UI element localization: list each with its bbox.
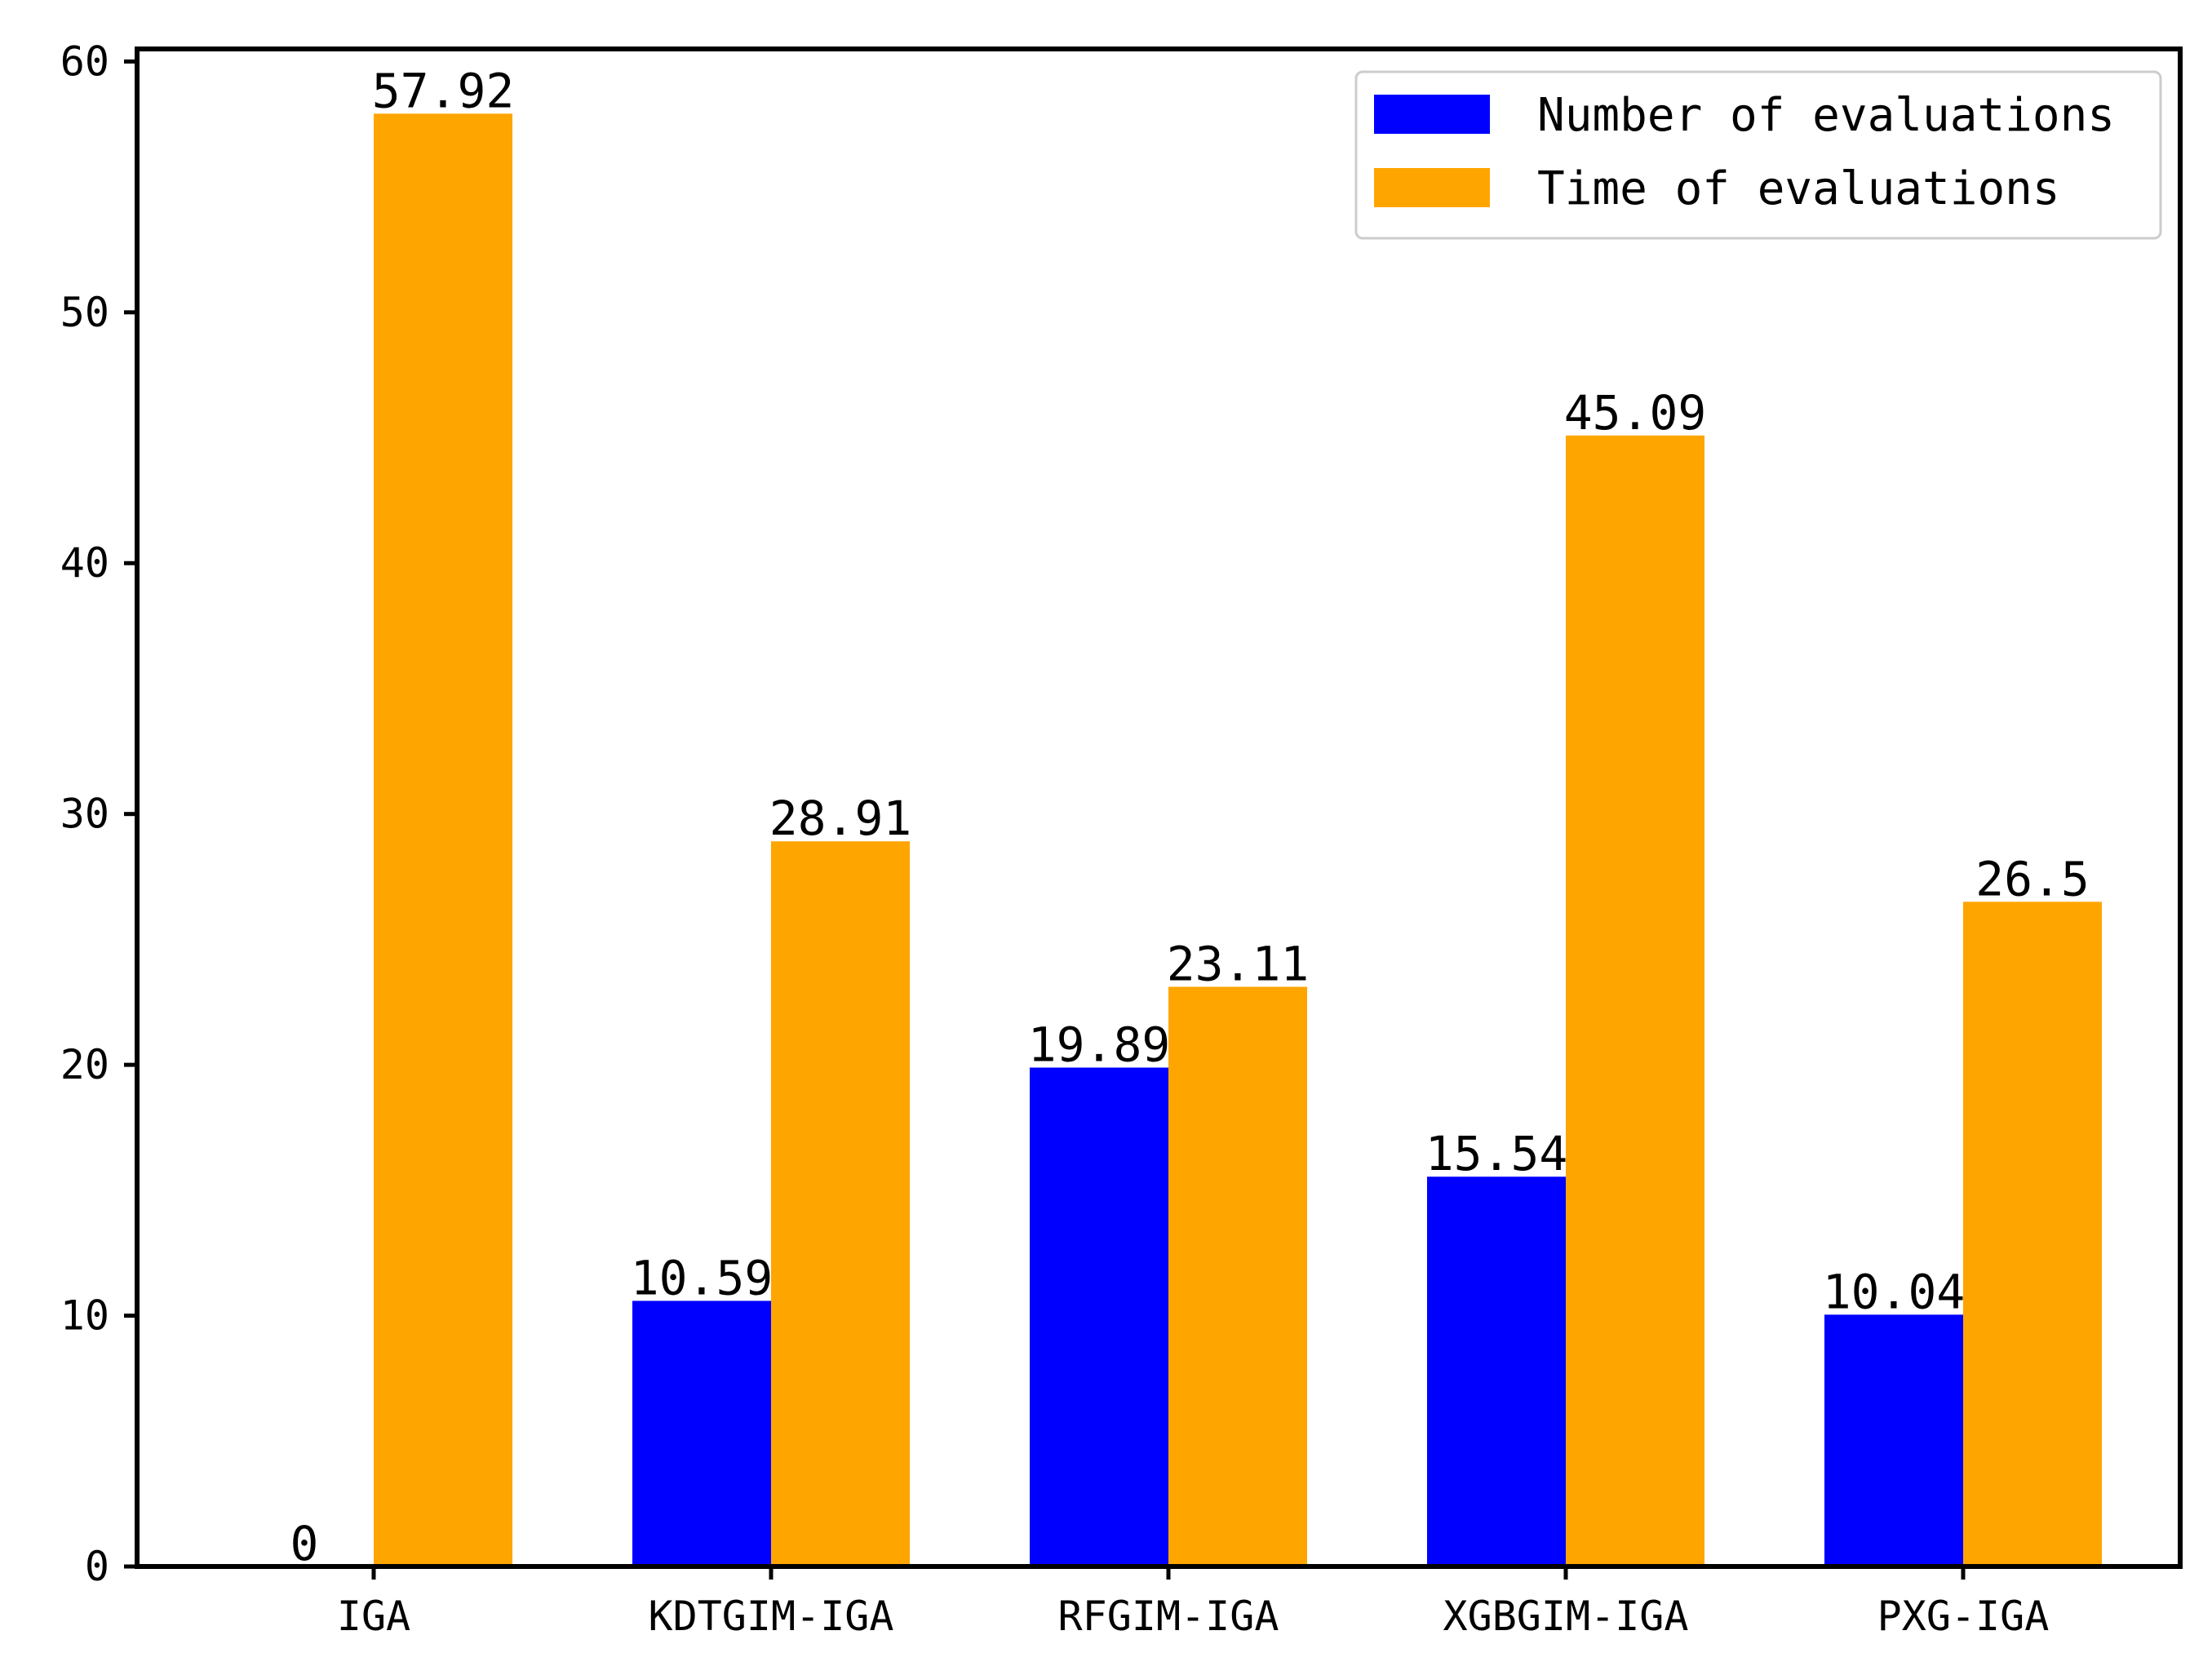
- legend-swatch-number-of-evaluations: [1374, 95, 1490, 134]
- x-tick-label-pxg-iga: PXG-IGA: [1877, 1593, 2050, 1640]
- data-label-time-of-evaluations-iga: 57.92: [372, 63, 515, 118]
- x-tick-label-rfgim-iga: RFGIM-IGA: [1058, 1593, 1279, 1640]
- y-tick-label-40: 40: [60, 539, 109, 587]
- bar-number-of-evaluations-rfgim-iga: [1030, 1067, 1168, 1566]
- legend: Number of evaluations Time of evaluation…: [1354, 70, 2162, 240]
- x-tick-label-iga: IGA: [337, 1593, 410, 1640]
- bar-time-of-evaluations-rfgim-iga: [1168, 986, 1307, 1566]
- data-label-number-of-evaluations-rfgim-iga: 19.89: [1028, 1017, 1171, 1073]
- bar-time-of-evaluations-pxg-iga: [1963, 902, 2102, 1566]
- data-label-number-of-evaluations-xgbgim-iga: 15.54: [1425, 1126, 1568, 1181]
- legend-swatch-time-of-evaluations: [1374, 168, 1490, 207]
- y-tick-label-50: 50: [60, 289, 109, 336]
- data-label-time-of-evaluations-pxg-iga: 26.5: [1975, 851, 2090, 906]
- y-tick-label-20: 20: [60, 1041, 109, 1088]
- y-tick-label-0: 0: [85, 1543, 109, 1590]
- bar-time-of-evaluations-kdtgim-iga: [771, 841, 910, 1566]
- x-tick-label-kdtgim-iga: KDTGIM-IGA: [648, 1593, 893, 1640]
- bar-number-of-evaluations-xgbgim-iga: [1427, 1176, 1566, 1566]
- plot-frame: [135, 47, 2183, 1569]
- y-tick-label-60: 60: [60, 38, 109, 85]
- y-tick-label-30: 30: [60, 791, 109, 838]
- data-label-time-of-evaluations-rfgim-iga: 23.11: [1167, 937, 1310, 992]
- legend-frame: [1354, 70, 2162, 240]
- data-label-number-of-evaluations-kdtgim-iga: 10.59: [631, 1250, 774, 1305]
- bar-time-of-evaluations-xgbgim-iga: [1566, 435, 1704, 1566]
- legend-label-number-of-evaluations: Number of evaluations: [1537, 89, 2115, 142]
- data-label-number-of-evaluations-iga: 0: [290, 1516, 319, 1571]
- data-label-number-of-evaluations-pxg-iga: 10.04: [1823, 1264, 1966, 1319]
- x-tick-label-xgbgim-iga: XGBGIM-IGA: [1443, 1593, 1688, 1640]
- bar-time-of-evaluations-iga: [374, 113, 512, 1567]
- bar-number-of-evaluations-kdtgim-iga: [632, 1301, 771, 1566]
- legend-label-time-of-evaluations: Time of evaluations: [1537, 162, 2060, 215]
- data-label-time-of-evaluations-xgbgim-iga: 45.09: [1564, 385, 1707, 441]
- y-tick-label-10: 10: [60, 1292, 109, 1340]
- data-label-time-of-evaluations-kdtgim-iga: 28.91: [769, 791, 912, 846]
- bar-number-of-evaluations-pxg-iga: [1824, 1314, 1963, 1566]
